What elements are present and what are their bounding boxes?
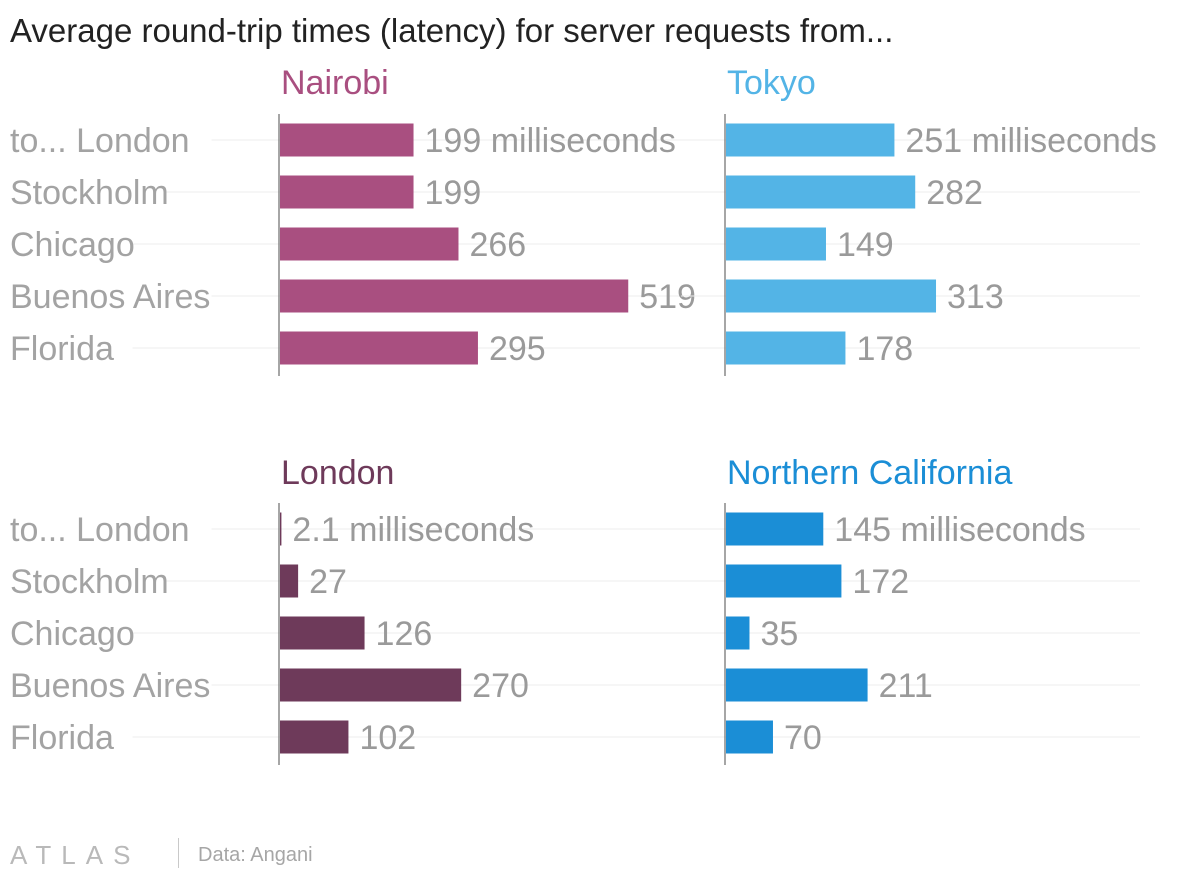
bar-northern-california: [726, 720, 773, 754]
value-label: 178: [856, 330, 913, 368]
bar-nairobi: [280, 123, 414, 157]
bar-northern-california: [726, 616, 750, 650]
bar-northern-california: [726, 564, 842, 598]
value-label: 282: [926, 174, 983, 212]
value-label: 102: [359, 719, 416, 757]
panel-title-london: London: [281, 454, 394, 492]
source-note: Data: Angani: [198, 844, 313, 866]
category-label: Chicago: [10, 615, 135, 653]
footer: ATLAS Data: Angani: [0, 830, 600, 870]
atlas-logo: ATLAS: [10, 840, 141, 870]
bar-london: [280, 616, 365, 650]
category-label: Buenos Aires: [10, 667, 210, 705]
category-label: Stockholm: [10, 563, 169, 601]
value-label: 199 milliseconds: [425, 122, 676, 160]
value-label: 211: [879, 667, 933, 705]
value-label: 172: [852, 563, 909, 601]
panel-title-northern-california: Northern California: [727, 454, 1012, 492]
bar-tokyo: [726, 227, 826, 261]
footer-divider: [178, 838, 179, 868]
category-label: Buenos Aires: [10, 278, 210, 316]
value-label: 295: [489, 330, 546, 368]
bar-tokyo: [726, 331, 846, 365]
category-label: Florida: [10, 330, 114, 368]
bar-tokyo: [726, 279, 937, 313]
value-label: 313: [947, 278, 1004, 316]
bar-nairobi: [280, 279, 629, 313]
category-label: to... London: [10, 511, 190, 549]
value-label: 199: [425, 174, 482, 212]
value-label: 145 milliseconds: [834, 511, 1085, 549]
category-label: to... London: [10, 122, 190, 160]
bar-london: [280, 668, 462, 702]
bar-london: [280, 512, 282, 546]
category-label: Chicago: [10, 226, 135, 264]
value-label: 251 milliseconds: [905, 122, 1156, 160]
value-label: 2.1 milliseconds: [292, 511, 534, 549]
value-label: 35: [760, 615, 798, 653]
bar-nairobi: [280, 331, 478, 365]
bar-london: [280, 564, 299, 598]
value-label: 27: [309, 563, 347, 601]
panel-title-nairobi: Nairobi: [281, 64, 389, 102]
value-label: 270: [472, 667, 529, 705]
bar-northern-california: [726, 668, 868, 702]
value-label: 126: [376, 615, 433, 653]
value-label: 266: [469, 226, 526, 264]
value-label: 70: [784, 719, 822, 757]
value-label: 149: [837, 226, 894, 264]
bar-tokyo: [726, 123, 895, 157]
bar-london: [280, 720, 349, 754]
bar-northern-california: [726, 512, 824, 546]
panel-title-tokyo: Tokyo: [727, 64, 816, 102]
bar-nairobi: [280, 227, 459, 261]
chart-title: Average round-trip times (latency) for s…: [10, 12, 894, 49]
category-label: Florida: [10, 719, 114, 757]
bar-tokyo: [726, 175, 916, 209]
value-label: 519: [639, 278, 696, 316]
bar-nairobi: [280, 175, 414, 209]
category-label: Stockholm: [10, 174, 169, 212]
